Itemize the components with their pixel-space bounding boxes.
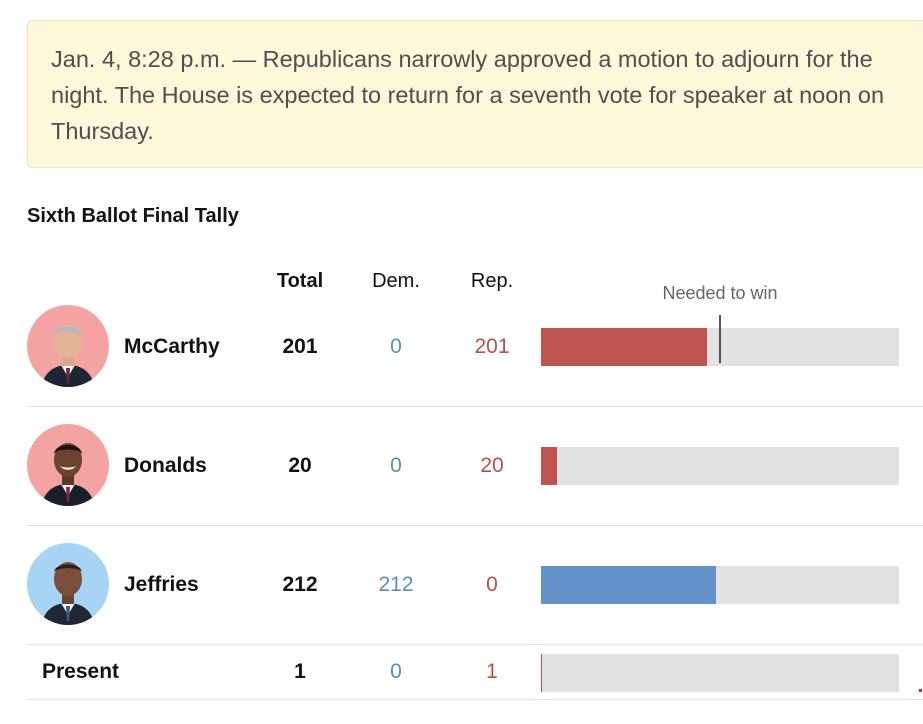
vote-bar (541, 315, 899, 366)
vote-bar (541, 566, 899, 604)
vote-bar-fill (541, 328, 708, 366)
candidate-name: McCarthy (124, 335, 220, 358)
update-notice: Jan. 4, 8:28 p.m. — Republicans narrowly… (27, 20, 923, 168)
candidate-row-mccarthy: McCarthy 201 0 201 (27, 287, 923, 407)
avatar-mccarthy (27, 305, 109, 387)
vote-bar-fill (541, 566, 716, 604)
total-votes: 1 (294, 660, 306, 683)
present-label: Present (42, 660, 120, 683)
vote-bar (541, 654, 899, 692)
candidate-name: Jeffries (124, 573, 199, 596)
header-total: Total (276, 270, 324, 292)
candidate-row-jeffries: Jeffries 212 212 0 (27, 525, 923, 645)
rep-votes: 1 (486, 660, 498, 683)
vote-bar-fill (541, 654, 543, 692)
dem-votes: 0 (390, 454, 402, 477)
candidate-row-donalds: Donalds 20 0 20 (27, 406, 923, 526)
present-row: Present 1 0 1 (27, 645, 923, 700)
candidate-name: Donalds (124, 454, 207, 477)
header-dem: Dem. (372, 270, 420, 292)
total-votes: 20 (288, 454, 312, 477)
dem-votes: 212 (378, 573, 414, 596)
avatar-jeffries (27, 543, 109, 625)
needed-to-win-label: Needed to win (662, 283, 778, 303)
needed-to-win-marker (719, 315, 721, 363)
red-dot-marker (919, 689, 922, 692)
tally-title: Sixth Ballot Final Tally (27, 205, 239, 227)
update-text: Jan. 4, 8:28 p.m. — Republicans narrowly… (51, 46, 885, 144)
header-rep: Rep. (470, 270, 514, 292)
vote-bar-fill (541, 447, 558, 485)
total-votes: 201 (282, 335, 318, 358)
vote-bar (541, 447, 899, 485)
dem-votes: 0 (390, 335, 402, 358)
total-votes: 212 (282, 573, 318, 596)
rep-votes: 201 (474, 335, 510, 358)
rep-votes: 20 (480, 454, 504, 477)
dem-votes: 0 (390, 660, 402, 683)
avatar-donalds (27, 424, 109, 506)
rep-votes: 0 (486, 573, 498, 596)
